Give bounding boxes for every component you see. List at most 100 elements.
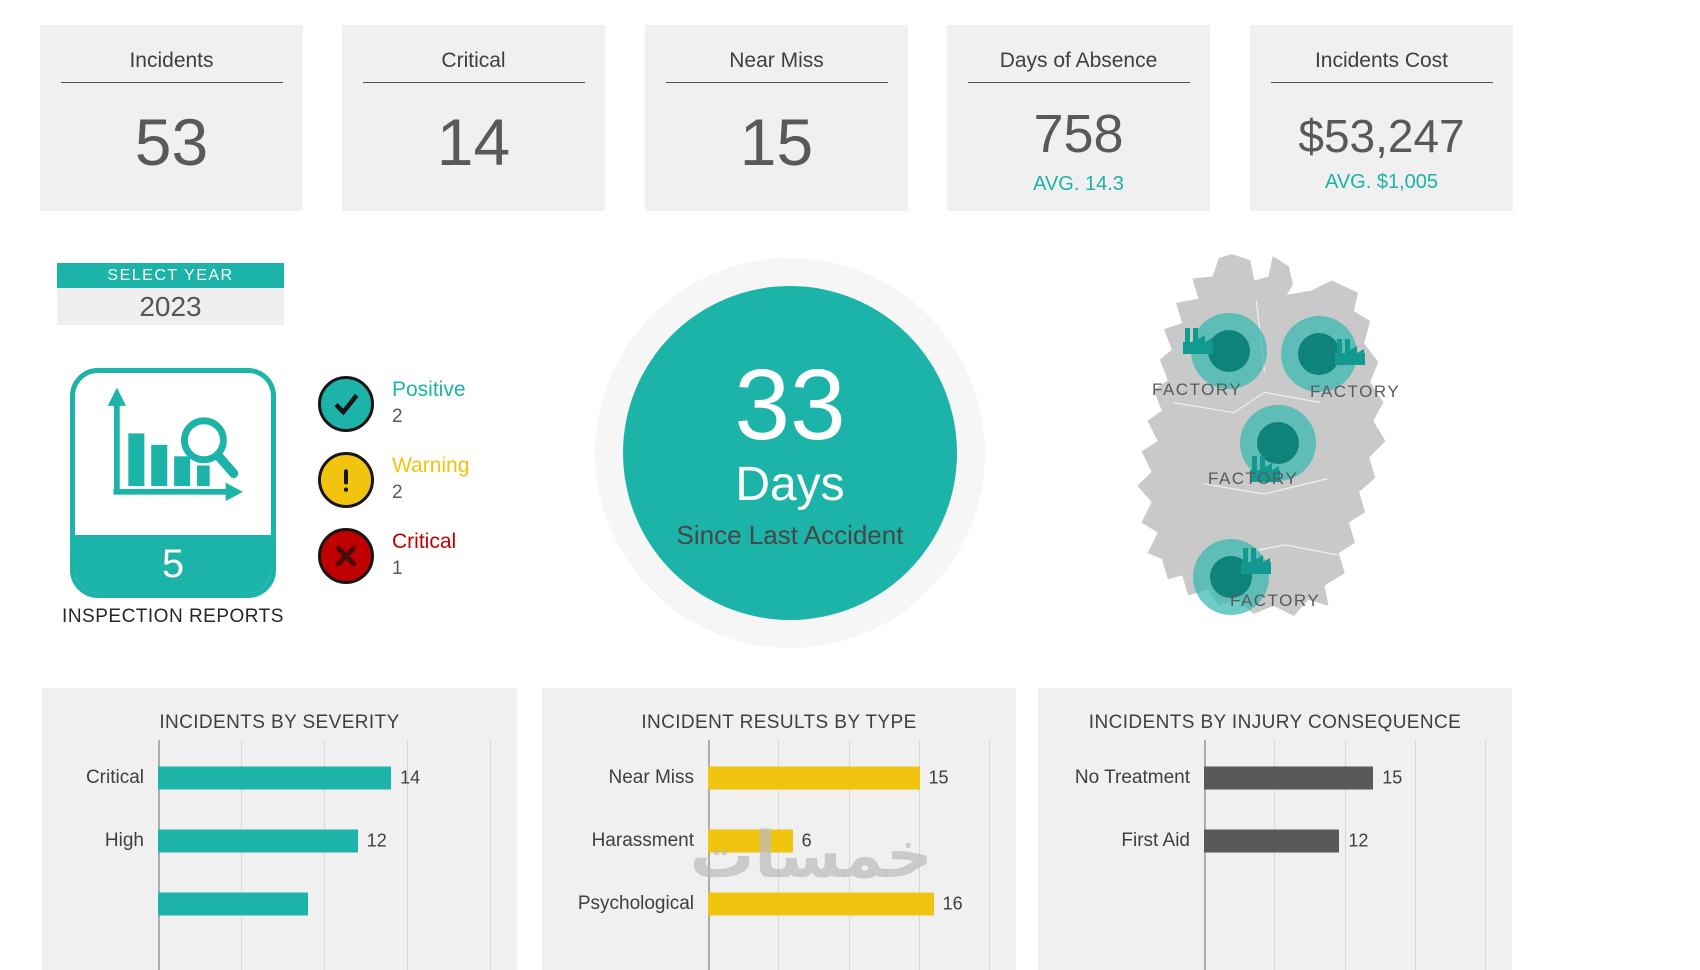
- chart-panel-injury-consequence: INCIDENTS BY INJURY CONSEQUENCE No Treat…: [1038, 688, 1512, 970]
- kpi-title: Incidents Cost: [1314, 49, 1449, 72]
- days-number: 33: [734, 349, 846, 462]
- factory-marker: [1281, 316, 1365, 392]
- chart-category-label: Near Miss: [608, 766, 694, 788]
- kpi-card-incidents-cost: Incidents Cost $53,247 AVG. $1,005: [1250, 25, 1513, 211]
- chart-row: Critical 14: [56, 746, 491, 809]
- chart-row: Near Miss 15: [556, 746, 990, 809]
- chart-title: INCIDENTS BY INJURY CONSEQUENCE: [1088, 712, 1462, 733]
- factory-icon: [1181, 327, 1215, 355]
- kpi-title: Incidents: [129, 49, 214, 72]
- days-unit: Days: [735, 458, 845, 512]
- kpi-card-critical: Critical 14: [342, 25, 605, 211]
- watermark: خمسات: [690, 819, 933, 891]
- status-label: Warning: [392, 454, 470, 477]
- days-caption: Since Last Accident: [676, 519, 904, 550]
- chart-title: INCIDENTS BY SEVERITY: [159, 712, 400, 733]
- status-item-positive: Positive 2: [318, 376, 466, 432]
- chart-category-label: First Aid: [1121, 829, 1190, 851]
- factory-marker: [1240, 405, 1316, 483]
- kpi-average: AVG. $1,005: [1324, 171, 1439, 193]
- days-counter-circle: 33 Days Since Last Accident: [623, 286, 957, 620]
- status-count: 2: [392, 406, 403, 428]
- chart-value-label: 15: [928, 767, 949, 787]
- chart-bar: [708, 892, 934, 915]
- inspection-caption: INSPECTION REPORTS: [62, 606, 284, 627]
- kpi-card-incidents: Incidents 53: [40, 25, 303, 211]
- chart-value-label: 12: [1348, 830, 1369, 850]
- chart-value-label: 12: [366, 830, 387, 850]
- kpi-title: Near Miss: [729, 49, 824, 72]
- inspection-chart-magnifier-icon: [75, 383, 271, 509]
- factory-label: FACTORY: [1208, 469, 1299, 488]
- factory-label: FACTORY: [1230, 591, 1321, 610]
- chart-row: No Treatment 15: [1052, 746, 1486, 809]
- chart-plot: Critical 14 High 12: [56, 740, 491, 970]
- marker-dot: [1298, 333, 1340, 375]
- year-select-dropdown[interactable]: 2023: [57, 288, 284, 325]
- chart-category-label: Harassment: [591, 829, 694, 851]
- chart-row: Harassment 6: [556, 809, 990, 872]
- factory-marker: [1183, 313, 1267, 389]
- factory-icon: [1239, 547, 1273, 575]
- kpi-value: 15: [739, 105, 814, 179]
- kpi-value: $53,247: [1298, 110, 1465, 162]
- kpi-title: Critical: [441, 49, 506, 72]
- inspection-count: 5: [75, 535, 271, 593]
- kpi-underline: [362, 82, 585, 83]
- kpi-card-days-absence: Days of Absence 758 AVG. 14.3: [947, 25, 1210, 211]
- chart-bar: [1204, 829, 1340, 852]
- chart-value-label: 16: [942, 893, 963, 913]
- chart-bar: [708, 829, 793, 852]
- chart-title: INCIDENT RESULTS BY TYPE: [641, 712, 917, 733]
- chart-row: High 12: [56, 809, 491, 872]
- inspection-reports-card: 5: [70, 368, 276, 598]
- factory-icon: [1248, 455, 1282, 483]
- kpi-title: Days of Absence: [999, 49, 1158, 72]
- exclamation-icon: [318, 452, 374, 508]
- chart-bar: [708, 766, 920, 789]
- chart-bar: [158, 892, 308, 915]
- factory-label: FACTORY: [1152, 380, 1243, 399]
- chart-panel-incident-type: INCIDENT RESULTS BY TYPE Near Miss 15 Hara…: [542, 688, 1016, 970]
- status-label: Positive: [392, 378, 466, 401]
- chart-plot: Near Miss 15 Harassment 6 Psychological 16: [556, 740, 990, 970]
- chart-row: [56, 872, 491, 935]
- marker-dot: [1208, 330, 1250, 372]
- kpi-underline: [60, 82, 283, 83]
- germany-factory-map: FACTORY FACTORY FACTORY FACTORY: [1112, 250, 1417, 638]
- year-select-header: SELECT YEAR: [57, 263, 284, 288]
- status-item-critical: Critical 1: [318, 528, 456, 584]
- kpi-value: 53: [134, 105, 209, 179]
- status-count: 1: [392, 558, 403, 580]
- chart-category-label: High: [104, 829, 144, 851]
- chart-value-label: 15: [1382, 767, 1403, 787]
- kpi-value: 14: [436, 105, 511, 179]
- kpi-value: 758: [1033, 104, 1124, 164]
- chart-row: First Aid 12: [1052, 809, 1486, 872]
- chart-panel-severity: INCIDENTS BY SEVERITY Critical 14 High 12: [42, 688, 517, 970]
- kpi-average: AVG. 14.3: [1033, 173, 1124, 195]
- chart-row: Psychological 16: [556, 872, 990, 935]
- factory-marker: [1193, 539, 1271, 615]
- days-since-accident-widget: 33 Days Since Last Accident: [595, 258, 985, 648]
- kpi-card-near-miss: Near Miss 15: [645, 25, 908, 211]
- check-icon: [318, 376, 374, 432]
- status-count: 2: [392, 482, 403, 504]
- chart-category-label: Psychological: [577, 892, 694, 914]
- chart-bar: [1204, 766, 1374, 789]
- kpi-underline: [1270, 82, 1493, 83]
- chart-category-label: Critical: [85, 766, 144, 788]
- factory-label: FACTORY: [1310, 382, 1401, 401]
- chart-bar: [158, 829, 358, 852]
- kpi-underline: [967, 82, 1190, 83]
- factory-icon: [1333, 338, 1367, 366]
- chart-value-label: 14: [400, 767, 421, 787]
- status-item-warning: Warning 2: [318, 452, 469, 508]
- chart-bar: [158, 766, 392, 789]
- chart-value-label: 6: [801, 830, 812, 850]
- x-icon: [318, 528, 374, 584]
- chart-category-label: No Treatment: [1074, 766, 1190, 788]
- status-label: Critical: [392, 530, 457, 553]
- kpi-underline: [665, 82, 888, 83]
